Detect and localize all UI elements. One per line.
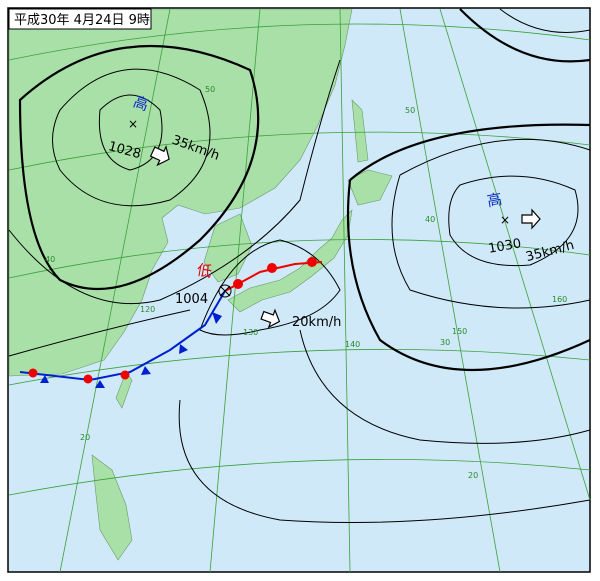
system-pressure: 1004	[175, 292, 208, 307]
grid-label: 40	[45, 255, 55, 264]
title-box	[8, 8, 152, 30]
grid-label: 140	[345, 340, 360, 349]
cold-front-symbols	[40, 312, 222, 388]
grid-label: 150	[452, 327, 467, 336]
system-label: 高	[486, 190, 504, 210]
grid-label: 160	[552, 295, 567, 304]
grid-label: 30	[440, 338, 450, 347]
grid-label: 120	[140, 305, 155, 314]
system-label: 低	[195, 261, 213, 281]
grid-label: 40	[425, 215, 435, 224]
system-pressure: 1030	[487, 236, 522, 257]
grid-labels: 50 50 40 40 30 20 20 120 130 140 150 160	[45, 85, 567, 480]
cold-front	[19, 290, 226, 382]
grid-label: 50	[205, 85, 215, 94]
isobars	[8, 8, 591, 523]
grid-label: 20	[80, 433, 90, 442]
warm-front-symbols	[233, 257, 317, 289]
stationary-symbols	[28, 368, 130, 384]
cross: ×	[128, 117, 138, 131]
title: 平成30年 4月24日 9時	[14, 13, 150, 28]
system-label: 高	[131, 92, 151, 114]
low-center	[218, 284, 232, 298]
cross: ×	[500, 213, 510, 227]
grid-label: 50	[405, 106, 415, 115]
grid-label: 20	[468, 471, 478, 480]
motion-arrows	[149, 144, 541, 329]
low-center-x	[219, 285, 231, 297]
system-speed: 20km/h	[292, 315, 341, 330]
grid-label: 130	[243, 328, 258, 337]
